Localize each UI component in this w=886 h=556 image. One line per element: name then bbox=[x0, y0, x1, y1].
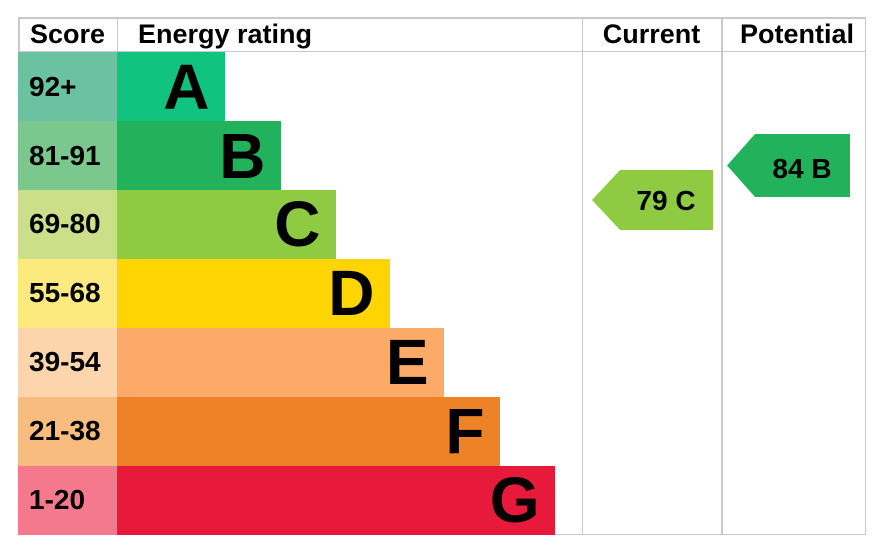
svg-text:79 C: 79 C bbox=[636, 185, 695, 216]
svg-text:84 B: 84 B bbox=[772, 153, 831, 184]
